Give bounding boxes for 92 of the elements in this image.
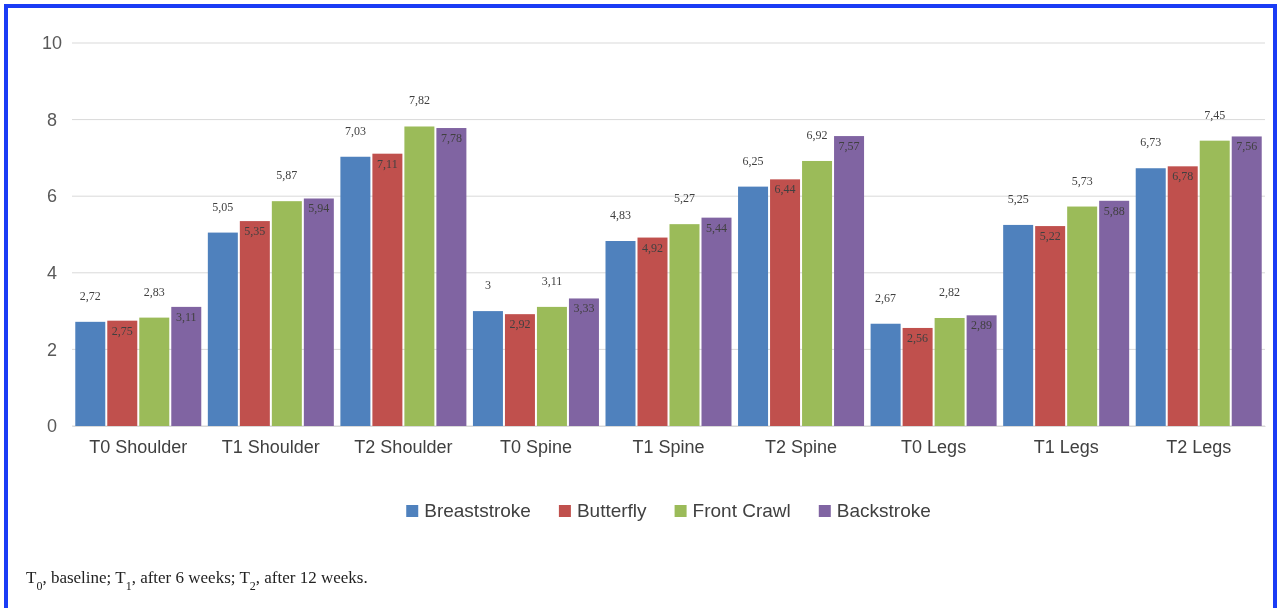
data-label: 6,44 — [774, 182, 796, 197]
bar — [770, 179, 801, 426]
legend-label: Butterfly — [576, 500, 648, 521]
bar — [372, 153, 403, 426]
bar — [802, 160, 833, 426]
data-label: 2,82 — [939, 284, 961, 299]
y-tick-label: 10 — [41, 33, 63, 54]
bar — [568, 298, 599, 426]
data-label: 7,57 — [838, 139, 860, 154]
bar — [1167, 166, 1198, 426]
bar — [637, 237, 668, 426]
data-label: 3,11 — [541, 273, 563, 288]
data-label: 5,94 — [308, 201, 330, 216]
bar — [107, 320, 138, 426]
bar — [207, 232, 238, 426]
data-label: 6,73 — [1140, 135, 1162, 150]
bar — [171, 306, 202, 426]
x-tick-label: T0 Spine — [499, 436, 572, 457]
bar — [303, 198, 334, 426]
x-tick-label: T1 Spine — [632, 436, 705, 457]
data-label: 5,35 — [244, 224, 266, 239]
bar — [834, 136, 865, 426]
y-tick-label: 6 — [46, 186, 58, 207]
data-label: 5,87 — [276, 168, 298, 183]
x-tick-label: T2 Shoulder — [354, 436, 453, 457]
x-tick-label: T1 Legs — [1033, 436, 1099, 457]
data-label: 4,92 — [642, 240, 663, 255]
bar — [1003, 224, 1034, 426]
data-label: 2,67 — [875, 290, 897, 305]
data-label: 5,05 — [212, 199, 234, 214]
bar — [870, 323, 901, 426]
y-tick-label: 2 — [46, 339, 58, 360]
data-label: 5,73 — [1071, 173, 1093, 188]
bar — [1199, 140, 1230, 426]
legend-label: Front Crawl — [692, 500, 791, 521]
bar — [1135, 168, 1166, 426]
legend-label: Breaststroke — [424, 500, 531, 521]
bar — [1035, 226, 1066, 426]
bar — [75, 321, 106, 426]
data-label: 7,45 — [1204, 107, 1226, 122]
x-tick-label: T0 Shoulder — [89, 436, 188, 457]
data-label: 7,03 — [344, 123, 366, 138]
bar — [472, 311, 503, 426]
data-label: 5,44 — [706, 220, 727, 235]
data-label: 5,27 — [674, 191, 695, 206]
data-label: 6,78 — [1172, 169, 1194, 184]
data-label: 7,82 — [408, 93, 430, 108]
data-label: 7,56 — [1236, 139, 1258, 154]
data-label: 7,78 — [440, 131, 462, 146]
data-label: 5,25 — [1007, 191, 1029, 206]
x-tick-label: T0 Legs — [901, 436, 967, 457]
data-label: 2,92 — [509, 317, 531, 332]
bar — [1099, 200, 1130, 426]
y-tick-label: 4 — [46, 263, 58, 284]
bar — [738, 186, 769, 426]
legend-label: Backstroke — [836, 500, 931, 521]
bar — [239, 221, 270, 426]
bar — [139, 317, 170, 426]
bar — [1231, 136, 1262, 426]
bar — [271, 201, 302, 426]
bar — [404, 126, 435, 426]
data-label: 2,56 — [907, 330, 929, 345]
data-label: 5,88 — [1103, 203, 1125, 218]
bar — [934, 317, 965, 426]
x-tick-label: T2 Legs — [1166, 436, 1232, 457]
bar — [966, 315, 997, 426]
bar — [701, 217, 732, 426]
x-tick-label: T2 Spine — [765, 436, 838, 457]
y-tick-label: 0 — [46, 416, 58, 437]
bar — [605, 241, 636, 426]
text: T$_{0}$, baseline; T$_{1}$, after 6 weeks; T$_{2}$, after 12 weeks. — [26, 568, 368, 593]
bar — [902, 327, 933, 426]
data-label: 4,83 — [610, 208, 631, 223]
data-label: 3 — [484, 278, 491, 293]
y-tick-label: 8 — [46, 109, 58, 130]
data-label: 2,83 — [143, 284, 165, 299]
data-label: 2,72 — [79, 288, 101, 303]
bar — [504, 314, 535, 426]
x-tick-label: T1 Shoulder — [221, 436, 320, 457]
bar — [536, 306, 567, 426]
data-label: 3,33 — [573, 301, 595, 316]
data-label: 2,89 — [971, 318, 993, 333]
bar — [1067, 206, 1098, 426]
bar — [436, 128, 467, 426]
data-label: 6,25 — [742, 153, 764, 168]
data-label: 2,75 — [111, 323, 133, 338]
data-label: 7,11 — [377, 156, 398, 171]
data-label: 6,92 — [806, 127, 828, 142]
data-label: 5,22 — [1039, 229, 1061, 244]
bar — [669, 224, 700, 426]
data-label: 3,11 — [176, 309, 197, 324]
bar — [340, 156, 371, 426]
